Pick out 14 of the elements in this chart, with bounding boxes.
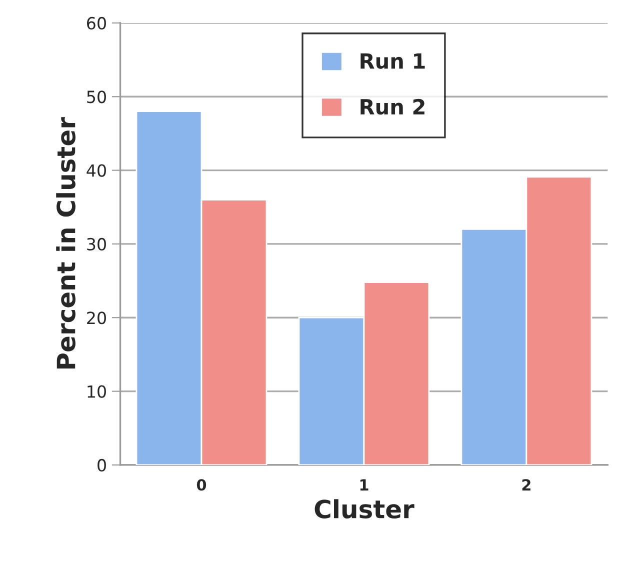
y-tick-label: 50 xyxy=(87,90,106,104)
legend-label: Run 1 xyxy=(360,53,425,69)
y-tick-label: 60 xyxy=(87,16,106,30)
legend-label: Run 2 xyxy=(360,98,424,115)
y-tick-label: 10 xyxy=(88,385,106,398)
y-tick-label: 20 xyxy=(87,312,106,324)
x-tick-label: 2 xyxy=(522,479,530,490)
y-tick-label: 30 xyxy=(87,238,106,251)
y-axis-title: Percent in Cluster xyxy=(56,117,76,369)
x-tick-label: 1 xyxy=(360,479,368,490)
y-tick-label: 40 xyxy=(86,164,106,177)
y-tick-label: 0 xyxy=(98,458,106,472)
x-tick-label: 0 xyxy=(196,479,206,491)
x-axis-title: Cluster xyxy=(314,499,414,519)
